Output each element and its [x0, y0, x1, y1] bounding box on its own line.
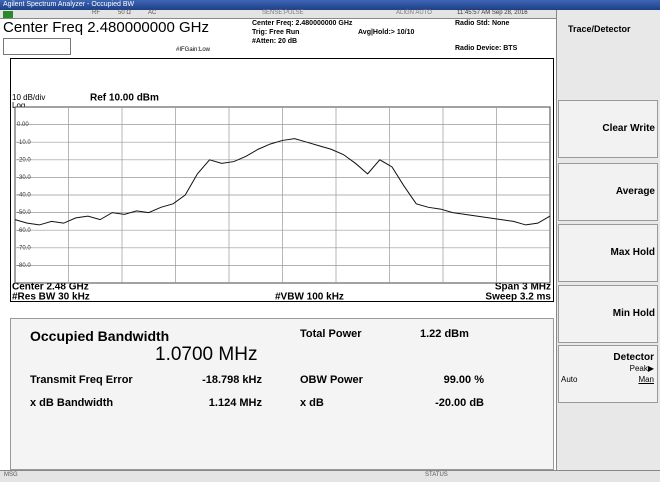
tfe-value: -18.798 kHz [202, 374, 262, 386]
sweep-label: Sweep 3.2 ms [485, 292, 551, 302]
softkey-label: Max Hold [610, 247, 655, 258]
softkey-label: Clear Write [602, 123, 655, 134]
avg-hold: Avg|Hold:> 10/10 [358, 29, 415, 36]
softkey-label: Average [615, 186, 655, 197]
trace [14, 138, 551, 226]
if-gain: #IFGain:Low [176, 47, 211, 53]
softkey[interactable] [558, 100, 658, 158]
ref-level: Ref 10.00 dBm [90, 93, 159, 104]
title-bar [0, 0, 660, 10]
detector-man: Man [638, 375, 654, 384]
center-label: Center 2.48 GHz [12, 282, 89, 293]
obw-value: 1.0700 MHz [155, 344, 258, 365]
obw-label: Occupied Bandwidth [30, 328, 170, 344]
span-label: Span 3 MHz [495, 282, 551, 293]
y-tick-label: -30.0 [17, 175, 31, 181]
softkey[interactable] [558, 224, 658, 282]
scale-type: Log [12, 101, 25, 110]
center-freq-detail: Center Freq: 2.480000000 GHz [252, 20, 353, 27]
y-tick-label: -20.0 [17, 157, 31, 163]
y-tick-label: -50.0 [17, 210, 31, 216]
obw-power-value: 99.00 % [443, 374, 484, 386]
status-line [0, 10, 556, 19]
total-power-value: 1.22 dBm [420, 328, 469, 340]
input-box[interactable] [3, 38, 71, 55]
xdb-bw-value: 1.124 MHz [208, 397, 262, 409]
softkey[interactable] [558, 285, 658, 343]
status-impedance: 50 Ω [118, 10, 131, 16]
results-panel [10, 318, 554, 470]
softkey[interactable] [558, 163, 658, 221]
status-label: STATUS [425, 472, 448, 478]
status-rf: RF [92, 10, 100, 16]
atten: #Atten: 20 dB [252, 38, 298, 45]
y-tick-label: -80.0 [17, 263, 31, 269]
msg-label: MSG [4, 472, 18, 478]
res-bw-label: #Res BW 30 kHz [12, 292, 90, 302]
title-text: Agilent Spectrum Analyzer - Occupied BW [3, 1, 135, 8]
radio-device: Radio Device: BTS [455, 45, 518, 52]
radio-std: Radio Std: None [455, 20, 510, 27]
status-coupling: AC [148, 10, 157, 16]
detector-key[interactable] [558, 345, 658, 403]
xdb-label: x dB [300, 397, 324, 409]
trig: Trig: Free Run [252, 29, 300, 36]
center-freq[interactable]: Center Freq 2.480000000 GHz [3, 19, 209, 36]
vbw-label: #VBW 100 kHz [275, 292, 344, 302]
status-sense: SENSE:PULSE [262, 10, 304, 16]
obw-power-label: OBW Power [300, 374, 363, 386]
status-indicator [3, 11, 13, 18]
y-tick-label: -40.0 [17, 193, 31, 199]
status-timestamp: 11:45:57 AM Sep 28, 2016 [457, 10, 528, 16]
y-tick-label: -10.0 [17, 140, 31, 146]
menu-title: Trace/Detector [568, 24, 631, 34]
total-power-label: Total Power [300, 328, 362, 340]
detector-value: Peak▶ [629, 364, 654, 373]
y-tick-label: -70.0 [17, 245, 31, 251]
xdb-bw-label: x dB Bandwidth [30, 397, 114, 409]
detector-auto: Auto [561, 375, 578, 384]
y-tick-label: -60.0 [17, 228, 31, 234]
tfe-label: Transmit Freq Error [30, 374, 133, 386]
bottom-bar [0, 470, 660, 482]
y-tick-label: 0.00 [17, 122, 29, 128]
xdb-value: -20.00 dB [435, 397, 484, 409]
trace-graph: 10 dB/div Ref 10.00 dBm Log Center 2.48 … [10, 58, 554, 302]
scale-text: 10 dB/div [12, 93, 45, 102]
status-align: ALIGN AUTO [396, 10, 432, 16]
detector-label: Detector [613, 352, 654, 363]
softkey-label: Min Hold [612, 308, 655, 319]
